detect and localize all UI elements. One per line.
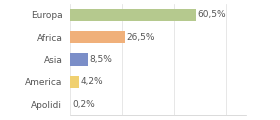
- Text: 8,5%: 8,5%: [89, 55, 112, 64]
- Bar: [70, 76, 79, 88]
- Bar: [70, 31, 125, 43]
- Text: 4,2%: 4,2%: [80, 77, 103, 86]
- Bar: [70, 9, 195, 21]
- Text: 60,5%: 60,5%: [197, 10, 226, 19]
- Text: 0,2%: 0,2%: [72, 99, 95, 108]
- Bar: [70, 53, 88, 66]
- Text: 26,5%: 26,5%: [127, 33, 155, 42]
